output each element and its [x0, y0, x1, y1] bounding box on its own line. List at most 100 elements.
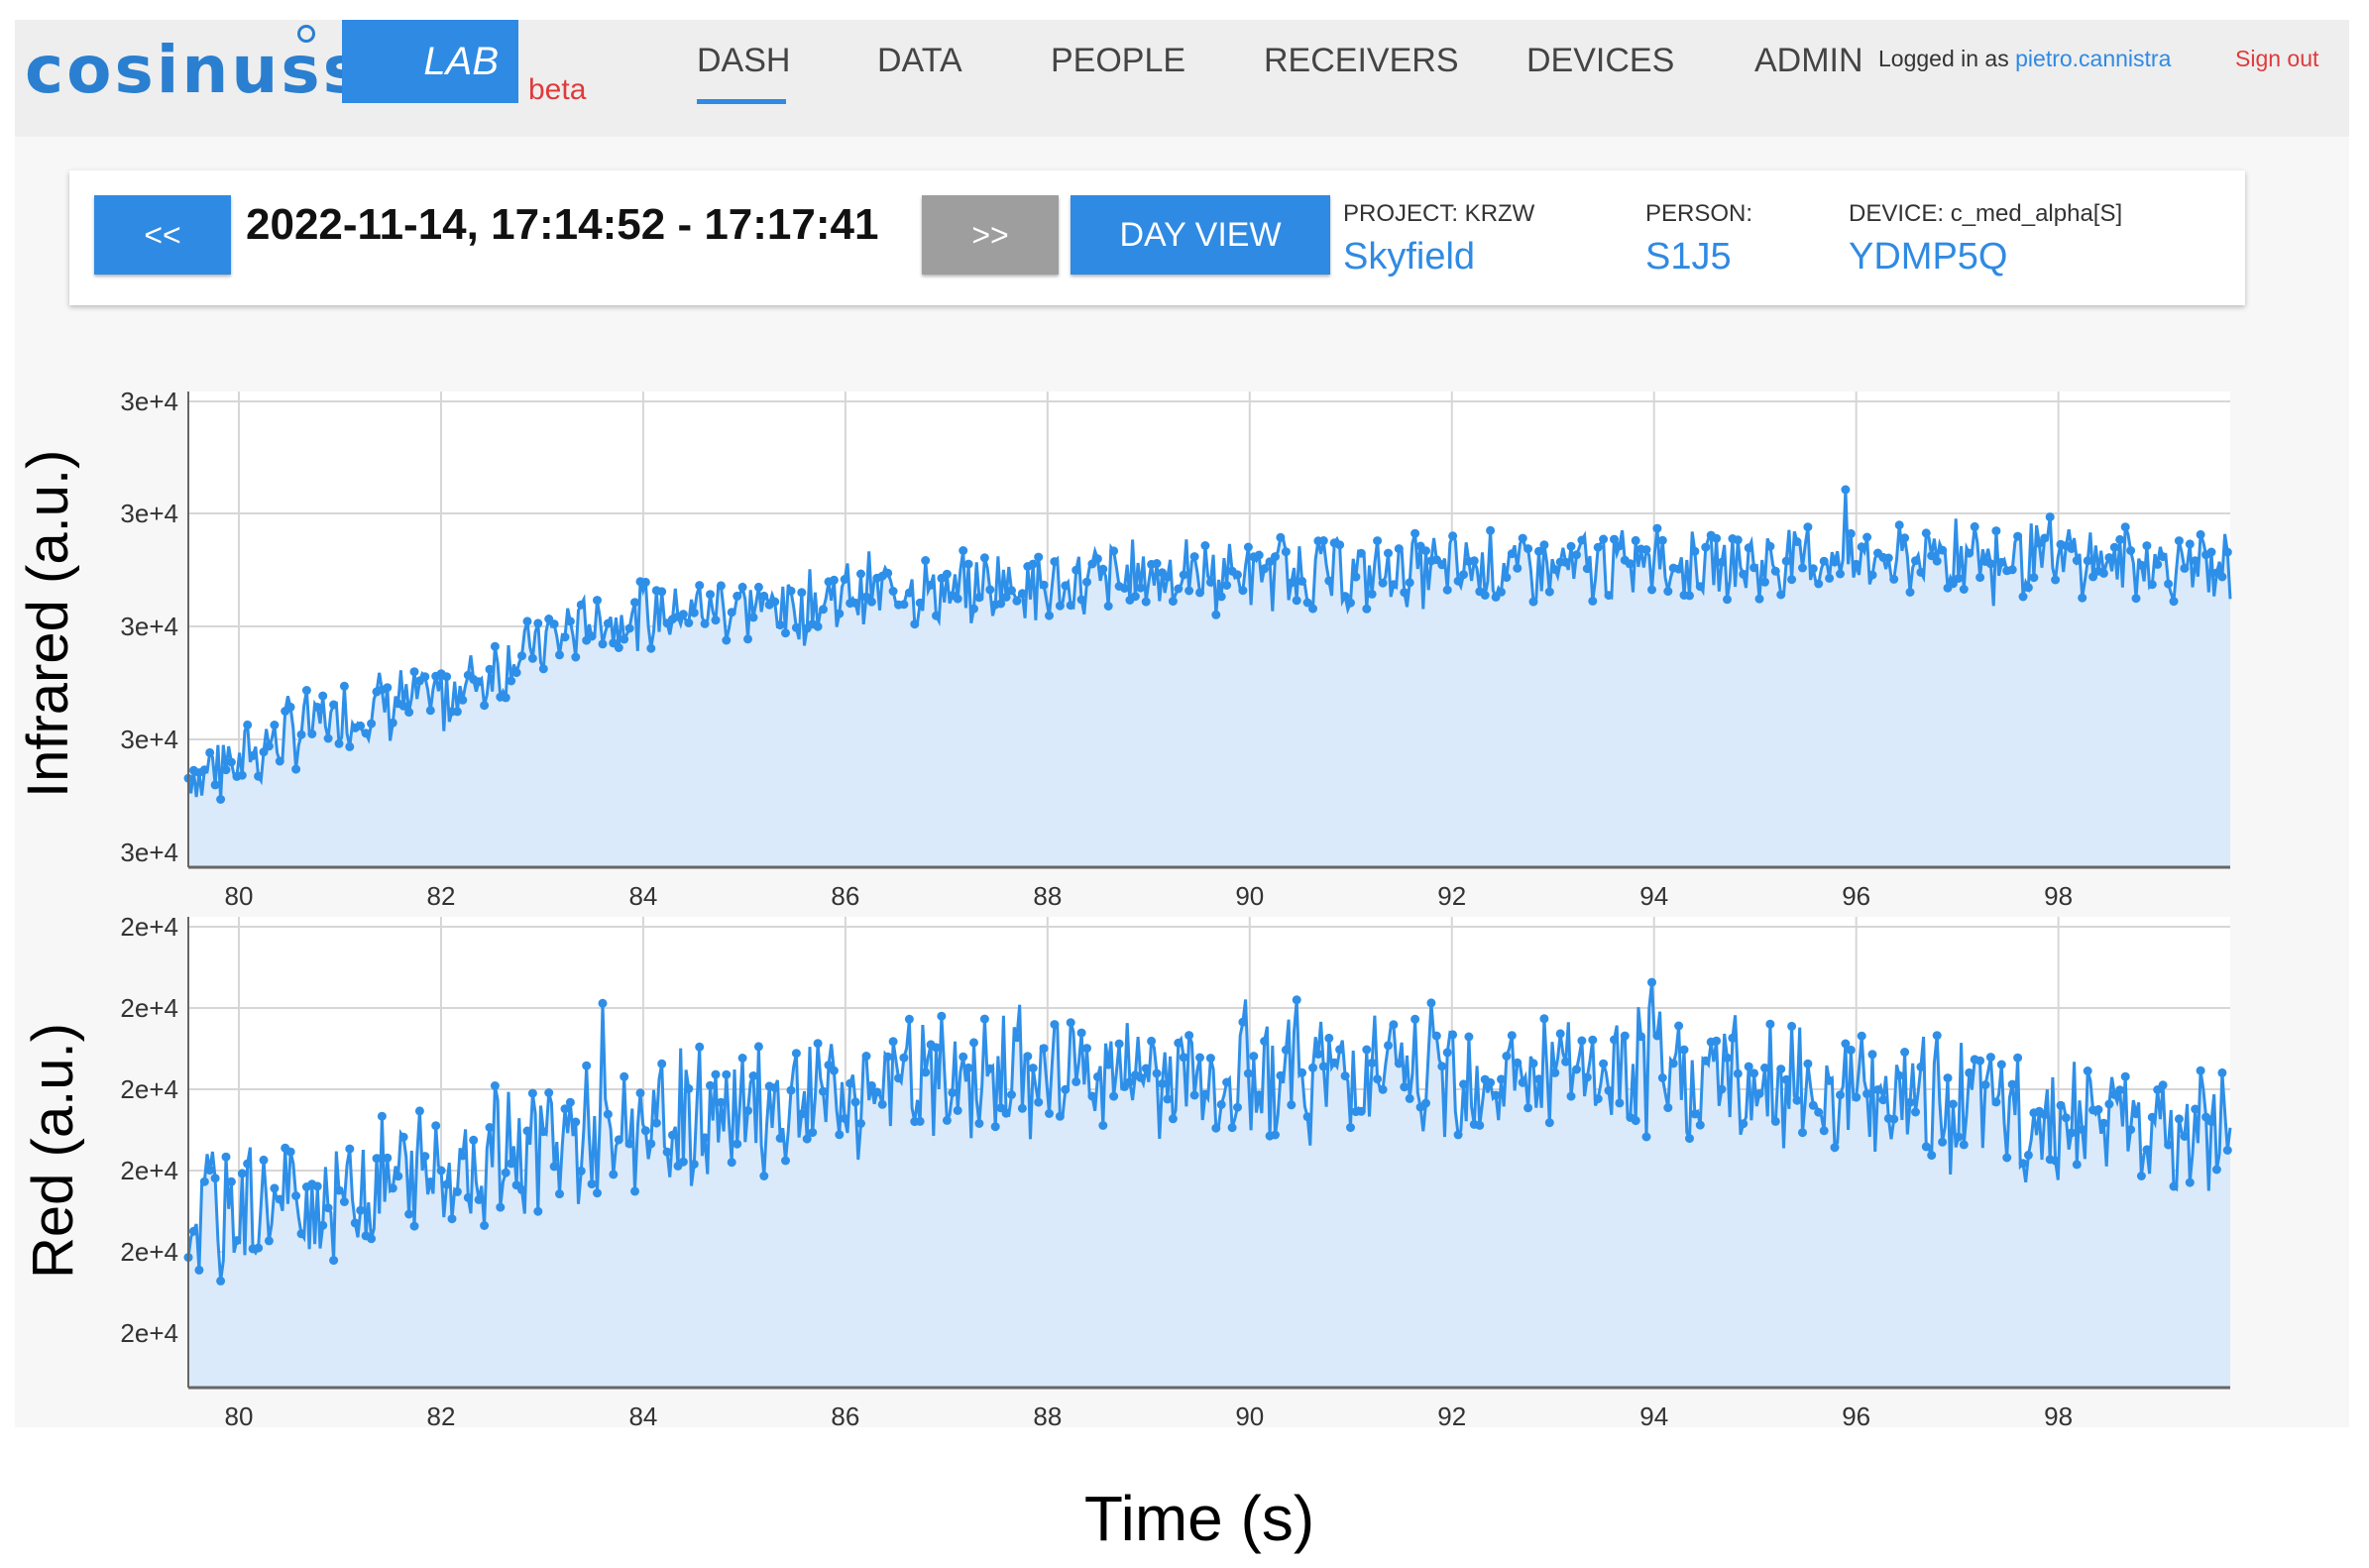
red-data-point — [1216, 1099, 1226, 1109]
login-user-link[interactable]: pietro.cannistra — [2015, 46, 2172, 71]
red-data-point — [1841, 1039, 1851, 1049]
cosinuss-logo[interactable]: cosinuss — [25, 32, 365, 108]
nav-dash[interactable]: DASH — [697, 42, 791, 79]
nav-data[interactable]: DATA — [877, 42, 962, 79]
red-data-point — [1459, 1079, 1468, 1089]
infrared-data-point — [216, 795, 226, 804]
infrared-data-point — [727, 608, 736, 617]
red-data-point — [640, 1126, 650, 1136]
infrared-data-point — [1055, 601, 1065, 611]
infrared-data-point — [2196, 529, 2205, 539]
next-range-button[interactable]: >> — [922, 195, 1059, 275]
device-link[interactable]: YDMP5Q — [1849, 236, 2008, 278]
red-data-point — [748, 1071, 758, 1080]
red-data-point — [1092, 1071, 1102, 1081]
red-data-point — [1776, 1064, 1786, 1074]
infrared-data-point — [1927, 551, 1937, 561]
datetime-range: 2022-11-14, 17:14:52 - 17:17:41 — [246, 200, 879, 249]
red-data-point — [1985, 1053, 1995, 1063]
red-data-point — [813, 1039, 823, 1049]
infrared-data-point — [312, 703, 322, 712]
infrared-data-point — [1916, 567, 1926, 577]
infrared-x-tick-label: 96 — [1842, 881, 1870, 911]
red-data-point — [2185, 1177, 2195, 1187]
red-data-point — [404, 1209, 414, 1219]
infrared-data-point — [904, 588, 914, 598]
person-link[interactable]: S1J5 — [1645, 236, 1732, 278]
red-data-point — [1017, 1103, 1027, 1113]
infrared-data-point — [425, 706, 435, 716]
infrared-data-point — [1808, 564, 1818, 574]
infrared-data-point — [1776, 590, 1786, 600]
red-data-point — [1674, 1021, 1684, 1031]
infrared-data-point — [2126, 546, 2136, 555]
red-data-point — [1276, 1070, 1286, 1080]
nav-receivers[interactable]: RECEIVERS — [1264, 42, 1459, 79]
infrared-data-point — [1867, 570, 1877, 580]
red-data-point — [2217, 1067, 2227, 1077]
infrared-data-point — [248, 750, 258, 760]
previous-range-button[interactable]: << — [94, 195, 231, 275]
infrared-data-point — [1975, 573, 1985, 583]
project-link[interactable]: Skyfield — [1343, 236, 1476, 278]
red-data-point — [781, 1156, 790, 1166]
red-data-point — [985, 1064, 995, 1073]
infrared-data-point — [932, 611, 941, 620]
red-data-point — [1733, 1068, 1743, 1078]
red-data-point — [743, 1106, 752, 1116]
red-data-point — [684, 1083, 694, 1093]
red-data-point — [1539, 1014, 1549, 1024]
infrared-data-point — [1717, 557, 1727, 567]
red-data-point — [598, 998, 608, 1008]
red-data-point — [2142, 1145, 2152, 1155]
infrared-data-point — [345, 741, 355, 751]
red-data-point — [394, 1172, 403, 1181]
infrared-data-point — [1894, 520, 1904, 530]
red-data-point — [1001, 1108, 1011, 1118]
red-data-point — [786, 1085, 796, 1095]
red-data-point — [442, 1179, 452, 1189]
red-data-point — [1652, 1031, 1662, 1041]
red-data-point — [2180, 1132, 2190, 1141]
infrared-data-point — [199, 765, 209, 775]
infrared-data-point — [1103, 602, 1113, 611]
infrared-data-point — [1356, 548, 1366, 558]
sign-out-link[interactable]: Sign out — [2235, 46, 2319, 71]
red-data-point — [463, 1192, 473, 1202]
infrared-data-point — [458, 695, 468, 705]
red-data-point — [1486, 1077, 1496, 1087]
infrared-data-point — [1841, 485, 1851, 495]
red-x-tick-label: 92 — [1437, 1401, 1466, 1431]
infrared-data-point — [1825, 573, 1835, 583]
infrared-data-point — [1792, 537, 1802, 546]
red-data-point — [1502, 1052, 1512, 1061]
red-data-point — [1830, 1143, 1840, 1153]
red-x-tick-label: 86 — [831, 1401, 859, 1431]
infrared-data-point — [383, 683, 393, 693]
red-data-point — [1808, 1100, 1818, 1110]
nav-devices[interactable]: DEVICES — [1526, 42, 1675, 79]
infrared-data-point — [1502, 573, 1512, 583]
red-data-point — [1728, 1033, 1738, 1043]
red-x-tick-label: 80 — [225, 1401, 254, 1431]
red-data-point — [1965, 1067, 1974, 1077]
infrared-y-tick-label: 3e+4 — [120, 499, 178, 528]
red-data-point — [856, 1119, 865, 1128]
red-data-point — [894, 1073, 903, 1083]
nav-admin[interactable]: ADMIN — [1754, 42, 1863, 79]
infrared-data-point — [1184, 586, 1194, 596]
red-data-point — [194, 1265, 204, 1275]
time-axis-title: Time (s) — [1083, 1483, 1315, 1554]
infrared-data-point — [511, 668, 521, 678]
infrared-data-point — [2029, 573, 2039, 583]
infrared-data-point — [1938, 545, 1948, 555]
day-view-button[interactable]: DAY VIEW — [1071, 195, 1330, 275]
red-data-point — [1787, 1021, 1797, 1031]
infrared-data-point — [1174, 584, 1184, 594]
infrared-data-point — [205, 747, 215, 757]
red-data-point — [522, 1126, 532, 1136]
nav-people[interactable]: PEOPLE — [1051, 42, 1186, 79]
infrared-data-point — [2169, 597, 2179, 607]
red-data-point — [1055, 1111, 1065, 1121]
red-data-point — [974, 1119, 984, 1128]
